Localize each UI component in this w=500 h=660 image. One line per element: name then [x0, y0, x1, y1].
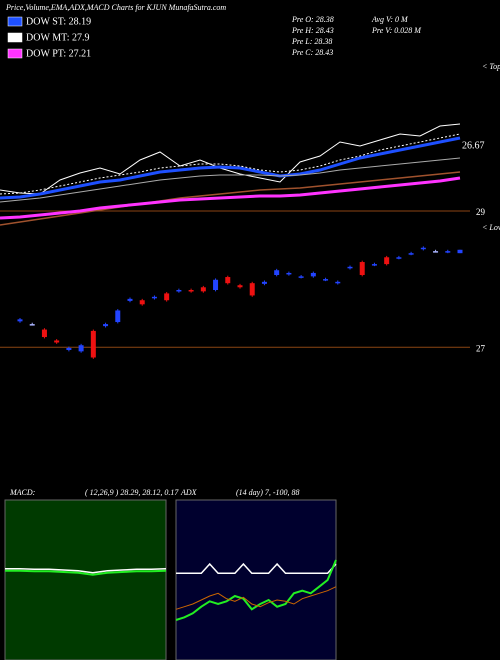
line-series [5, 569, 167, 576]
panel-background [175, 499, 337, 660]
y-tick-label: 27 [476, 343, 486, 353]
candle-body [213, 279, 219, 290]
candle-body [17, 319, 23, 322]
candle-body [298, 276, 304, 278]
line-series [175, 586, 337, 610]
candle-body [41, 329, 47, 338]
line-series [0, 176, 461, 220]
candle-body [445, 251, 451, 253]
legend-swatch [7, 48, 23, 59]
candle-body [249, 283, 255, 296]
candle-body [457, 249, 463, 254]
quote-text: Avg V: 0 M [371, 15, 409, 24]
line-series [0, 171, 461, 226]
line-series [0, 157, 461, 203]
candle-body [151, 296, 157, 299]
tag-label: < Lows [482, 223, 500, 232]
quote-text: Pre H: 28.43 [291, 26, 334, 35]
candle-body [261, 281, 267, 284]
candle-body [188, 290, 194, 292]
candle-body [347, 266, 353, 269]
quote-text: Pre V: 0.028 M [371, 26, 422, 35]
panel-background [4, 499, 167, 660]
level-label: 29 [476, 207, 486, 217]
candle-body [176, 290, 182, 292]
tag-label: < Tops [482, 62, 500, 71]
candle-body [127, 298, 133, 301]
quote-text: Pre L: 28.38 [291, 37, 332, 46]
line-series [5, 567, 167, 574]
candle-body [164, 293, 170, 301]
panel-subtitle: (14 day) 7, -100, 88 [236, 488, 300, 497]
candle-body [396, 257, 402, 259]
candle-body [237, 285, 243, 288]
candle-body [54, 340, 60, 343]
quote-text: Pre O: 28.38 [291, 15, 334, 24]
chart-title: Price,Volume,EMA,ADX,MACD Charts for KJU… [5, 3, 226, 12]
panel-subtitle: ( 12,26,9 ) 28.29, 28.12, 0.17 [85, 488, 179, 497]
panel-title: ADX [180, 488, 198, 497]
line-series [176, 562, 337, 575]
candle-body [384, 257, 390, 265]
candle-body [90, 330, 96, 358]
candle-body [433, 251, 439, 253]
candle-body [335, 281, 341, 284]
candle-body [286, 272, 292, 275]
panel-title: MACD: [9, 488, 36, 497]
candle-body [310, 272, 316, 277]
candle-body [115, 310, 121, 323]
legend-label: DOW PT: 27.21 [26, 48, 91, 59]
line-series [0, 136, 461, 200]
candle-body [323, 279, 329, 281]
candle-body [274, 270, 280, 275]
candle-body [200, 287, 206, 292]
candle-body [139, 300, 145, 305]
candle-body [359, 262, 365, 275]
legend-label: DOW MT: 27.9 [26, 32, 89, 43]
candle-body [408, 253, 414, 255]
last-label: 26.67 [462, 140, 485, 151]
candle-body [371, 264, 377, 266]
candle-body [103, 324, 109, 327]
candle-body [29, 324, 35, 326]
candle-body [420, 247, 426, 250]
legend-swatch [7, 16, 23, 27]
candle-body [225, 277, 231, 284]
quote-text: Pre C: 28.43 [291, 48, 333, 57]
legend-swatch [7, 32, 23, 43]
line-series [0, 133, 461, 195]
line-series [175, 559, 337, 621]
line-series [0, 123, 461, 195]
candle-body [66, 347, 72, 350]
legend-label: DOW ST: 28.19 [26, 16, 91, 27]
candle-body [78, 345, 84, 352]
